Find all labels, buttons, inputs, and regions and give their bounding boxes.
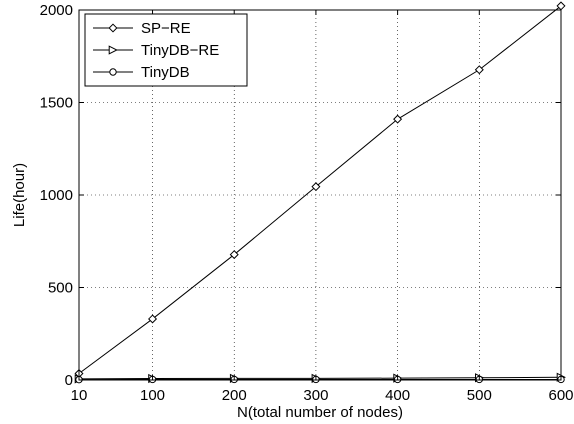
- data-point: [229, 250, 239, 260]
- y-tick-label: 1000: [40, 187, 73, 204]
- data-point: [148, 314, 158, 324]
- x-tick-label: 300: [303, 387, 328, 404]
- y-axis-label: Life(hour): [11, 163, 28, 227]
- legend-entry: SP−RE: [93, 20, 191, 37]
- legend-entry: TinyDB−RE: [93, 42, 219, 59]
- x-axis-label: N(total number of nodes): [237, 404, 403, 421]
- legend-marker: [108, 23, 118, 33]
- legend: SP−RE TinyDB−RE TinyDB: [84, 13, 248, 87]
- axis-ticks: 10 100 200 300 400 500 600 0 500 1000 1500 2000: [40, 2, 574, 404]
- grid: [79, 10, 561, 380]
- legend-marker: [109, 68, 117, 76]
- x-tick-label: 200: [222, 387, 247, 404]
- x-tick-label: 600: [548, 387, 573, 404]
- legend-label: TinyDB−RE: [141, 42, 219, 59]
- legend-label: SP−RE: [141, 20, 191, 37]
- legend-marker: [108, 45, 118, 55]
- y-tick-label: 0: [65, 372, 73, 389]
- data-point: [393, 114, 403, 124]
- y-tick-label: 1500: [40, 95, 73, 112]
- legend-entry: TinyDB: [93, 64, 190, 81]
- y-tick-label: 2000: [40, 2, 73, 19]
- data-point: [474, 65, 484, 75]
- x-tick-label: 100: [140, 387, 165, 404]
- x-tick-label: 500: [467, 387, 492, 404]
- legend-label: TinyDB: [141, 64, 190, 81]
- x-tick-label: 400: [385, 387, 410, 404]
- y-tick-label: 500: [48, 280, 73, 297]
- data-point: [311, 182, 321, 192]
- series-diamond: [74, 1, 566, 379]
- x-tick-label: 10: [71, 387, 88, 404]
